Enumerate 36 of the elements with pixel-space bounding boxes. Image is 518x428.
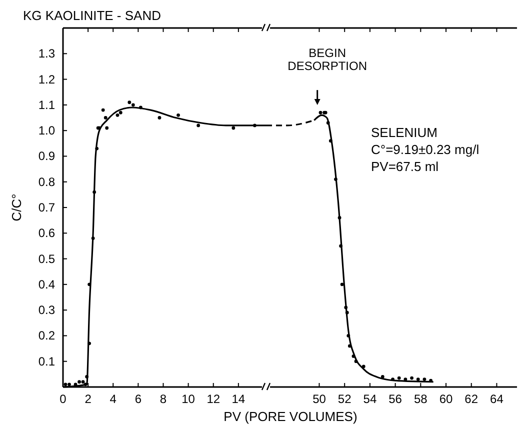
- chart-title: KG KAOLINITE - SAND: [23, 8, 161, 23]
- y-tick-label: 0.8: [38, 174, 56, 189]
- x-tick-label: 0: [60, 392, 67, 406]
- x-tick-label: 4: [110, 392, 117, 406]
- x-tick-label: 64: [490, 392, 504, 406]
- x-tick-label: 60: [439, 392, 454, 406]
- annotation: PV=67.5 ml: [371, 159, 439, 174]
- x-tick-label: 2: [84, 392, 92, 406]
- x-tick-label: 14: [232, 392, 246, 406]
- annotation: BEGIN DESORPTION: [288, 46, 368, 74]
- y-tick-label: 1.3: [38, 46, 56, 61]
- y-tick-label: 1.0: [38, 124, 56, 138]
- y-tick-label: 0.3: [38, 303, 56, 318]
- y-tick-label: 0.6: [38, 226, 56, 240]
- x-tick-label: 62: [464, 392, 478, 406]
- x-tick-label: 8: [160, 392, 167, 406]
- x-tick-label: 10: [182, 392, 196, 406]
- x-tick-label: 50: [312, 392, 326, 406]
- annotation: SELENIUM: [371, 125, 438, 140]
- annotation: C°=9.19±0.23 mg/l: [371, 142, 480, 157]
- y-tick-label: 0.4: [38, 277, 56, 292]
- y-tick-label: 1.2: [38, 72, 56, 86]
- y-tick-label: 0.5: [38, 252, 56, 266]
- x-tick-label: 52: [338, 392, 352, 406]
- y-tick-label: 0.2: [38, 328, 56, 343]
- x-tick-label: 58: [414, 392, 428, 406]
- y-axis-title: C/C°: [9, 194, 24, 222]
- x-tick-label: 56: [388, 392, 402, 406]
- y-tick-label: 1.1: [38, 98, 56, 112]
- x-tick-label: 12: [206, 392, 220, 406]
- y-tick-label: 0.9: [38, 149, 56, 164]
- x-axis-title: PV (PORE VOLUMES): [224, 409, 358, 424]
- x-tick-label: 6: [134, 392, 142, 406]
- y-tick-label: 0.7: [38, 200, 56, 214]
- x-tick-label: 54: [363, 392, 377, 406]
- y-tick-label: 0.1: [38, 354, 56, 368]
